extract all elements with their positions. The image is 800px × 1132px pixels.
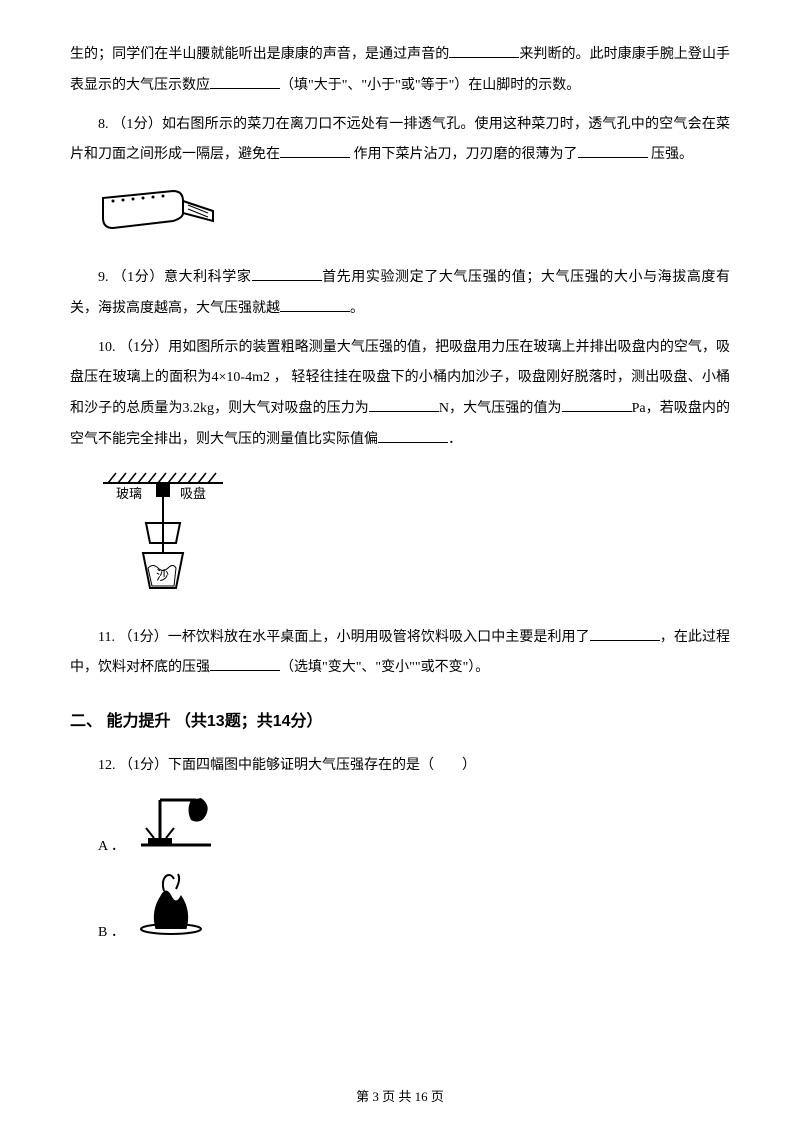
blank-q11-1[interactable] (590, 624, 660, 641)
question-9: 9. （1分）意大利科学家首先用实验测定了大气压强的值；大气压强的大小与海拔高度… (70, 263, 730, 325)
blank-q8-2[interactable] (578, 142, 648, 159)
blank-q10-2[interactable] (562, 395, 632, 412)
option-b-label: B ． (98, 918, 125, 949)
blank-q7-1[interactable] (449, 41, 519, 58)
blank-q11-2[interactable] (210, 655, 280, 672)
q8-mid: 作用下菜片沾刀，刀刃磨的很薄为了 (350, 147, 578, 162)
blank-q7-2[interactable] (210, 72, 280, 89)
q10-suffix: ． (448, 432, 462, 447)
option-b-image (136, 871, 206, 949)
q11-text-1: 11. （1分）一杯饮料放在水平桌面上，小明用吸管将饮料吸入口中主要是利用了 (98, 630, 590, 645)
blank-q10-1[interactable] (369, 395, 439, 412)
question-10: 10. （1分）用如图所示的装置粗略测量大气压强的值，把吸盘用力压在玻璃上并排出… (70, 333, 730, 456)
page-footer: 第 3 页 共 16 页 (0, 1083, 800, 1112)
option-a[interactable]: A ． (98, 790, 730, 863)
section-header-2: 二、 能力提升 （共13题；共14分） (70, 704, 730, 739)
q10-text-2: N，大气压强的值为 (439, 401, 562, 416)
q9-suffix: 。 (350, 301, 364, 316)
q9-prefix: 9. （1分）意大利科学家 (98, 270, 252, 285)
option-a-label: A ． (98, 832, 125, 863)
suction-cup-icon: 玻璃 吸盘 沙 (98, 468, 228, 598)
q7-text-1: 生的；同学们在半山腰就能听出是康康的声音，是通过声音的 (70, 47, 449, 62)
q7-text-3: （填"大于"、"小于"或"等于"）在山脚时的示数。 (280, 78, 580, 93)
question-7-continuation: 生的；同学们在半山腰就能听出是康康的声音，是通过声音的来判断的。此时康康手腕上登… (70, 40, 730, 102)
question-12: 12. （1分）下面四幅图中能够证明大气压强存在的是（ ） (70, 751, 730, 782)
blank-q8-1[interactable] (280, 142, 350, 159)
cup-label: 吸盘 (180, 486, 206, 501)
option-a-image (136, 790, 221, 863)
blank-q9-1[interactable] (252, 264, 322, 281)
sand-label: 沙 (156, 568, 169, 583)
option-b[interactable]: B ． (98, 871, 730, 949)
question-8: 8. （1分）如右图所示的菜刀在离刀口不远处有一排透气孔。使用这种菜刀时，透气孔… (70, 110, 730, 172)
suction-cup-image: 玻璃 吸盘 沙 (98, 468, 730, 611)
knife-image (98, 183, 730, 251)
knife-icon (98, 183, 218, 238)
question-11: 11. （1分）一杯饮料放在水平桌面上，小明用吸管将饮料吸入口中主要是利用了，在… (70, 623, 730, 685)
glass-label: 玻璃 (116, 486, 142, 501)
q8-suffix: 压强。 (648, 147, 694, 162)
blank-q10-3[interactable] (378, 426, 448, 443)
blank-q9-2[interactable] (280, 295, 350, 312)
q11-suffix: （选填"变大"、"变小""或不变"）。 (280, 660, 489, 675)
